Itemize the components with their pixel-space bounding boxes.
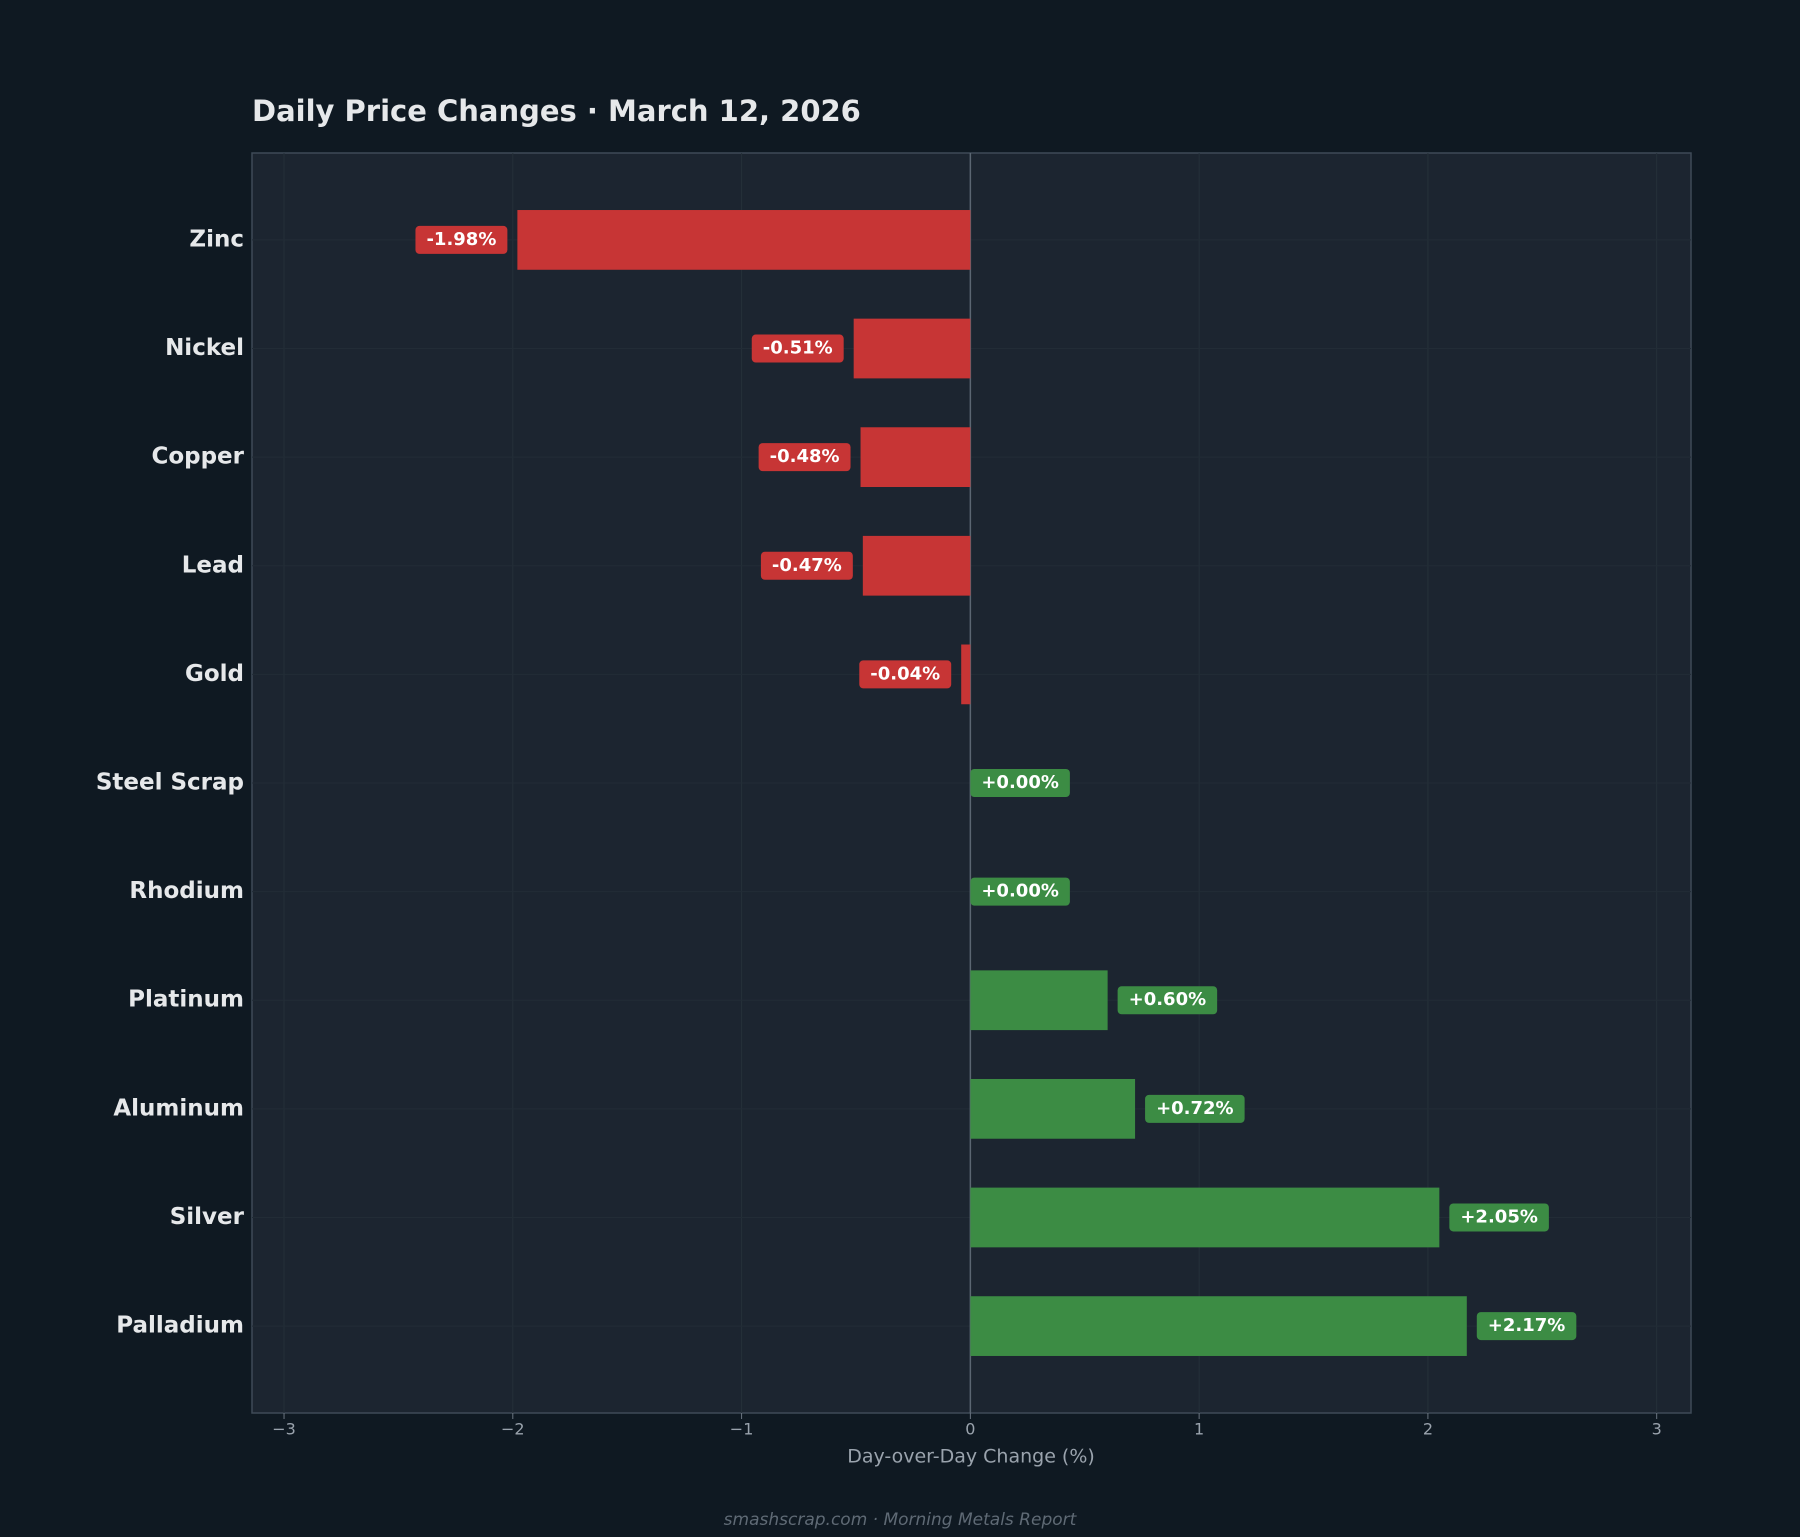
bar xyxy=(862,535,971,596)
value-label-box xyxy=(859,660,952,689)
value-label: +0.00% xyxy=(981,772,1059,793)
value-label-box xyxy=(1117,986,1218,1015)
y-tick-label: Lead xyxy=(182,552,244,578)
value-label: -0.51% xyxy=(763,338,833,359)
bar xyxy=(970,1187,1440,1248)
y-tick-label: Gold xyxy=(185,661,244,687)
y-tick-label: Aluminum xyxy=(113,1095,244,1121)
value-label-box xyxy=(970,877,1070,906)
x-tick-label: 3 xyxy=(1652,1420,1662,1439)
x-axis-label: Day-over-Day Change (%) xyxy=(847,1446,1095,1468)
value-label: +0.00% xyxy=(981,881,1059,902)
value-label: -0.48% xyxy=(770,446,840,467)
value-label-box xyxy=(1449,1203,1549,1232)
bar xyxy=(860,427,971,488)
y-tick-label: Platinum xyxy=(128,987,244,1013)
value-label-box xyxy=(970,769,1070,797)
value-label: -1.98% xyxy=(426,229,496,250)
value-label: +0.60% xyxy=(1129,989,1207,1010)
footer: smashscrap.com · Morning Metals Report xyxy=(724,1510,1078,1530)
bar xyxy=(853,318,971,379)
value-label: -0.04% xyxy=(870,663,940,684)
y-tick-label: Nickel xyxy=(165,335,244,361)
value-label-box xyxy=(751,334,844,363)
bar xyxy=(970,1296,1467,1356)
bar xyxy=(970,1078,1136,1139)
y-tick-label: Palladium xyxy=(116,1313,244,1339)
bar xyxy=(970,970,1108,1031)
value-label: +2.05% xyxy=(1460,1206,1538,1227)
x-tick-label: −2 xyxy=(501,1420,525,1439)
x-tick-label: 1 xyxy=(1194,1420,1204,1439)
x-tick-label: −3 xyxy=(272,1420,296,1439)
y-tick-label: Steel Scrap xyxy=(96,770,244,796)
value-label: +2.17% xyxy=(1488,1315,1566,1336)
y-tick-label: Copper xyxy=(151,444,244,470)
y-tick-label: Zinc xyxy=(189,226,244,252)
bar xyxy=(961,644,971,705)
y-tick-label: Silver xyxy=(170,1204,245,1230)
bar xyxy=(517,210,971,270)
value-label-box xyxy=(1476,1312,1577,1341)
x-tick-label: 0 xyxy=(965,1420,975,1439)
value-label-box xyxy=(1145,1094,1245,1123)
value-label: +0.72% xyxy=(1156,1098,1234,1119)
value-label-box xyxy=(415,225,508,254)
value-label-box xyxy=(760,551,853,580)
x-tick-label: 2 xyxy=(1423,1420,1433,1439)
value-label-box xyxy=(758,443,851,472)
chart-title: Daily Price Changes · March 12, 2026 xyxy=(252,94,861,128)
y-tick-label: Rhodium xyxy=(129,878,244,904)
x-tick-label: −1 xyxy=(730,1420,754,1439)
value-label: -0.47% xyxy=(772,555,842,576)
